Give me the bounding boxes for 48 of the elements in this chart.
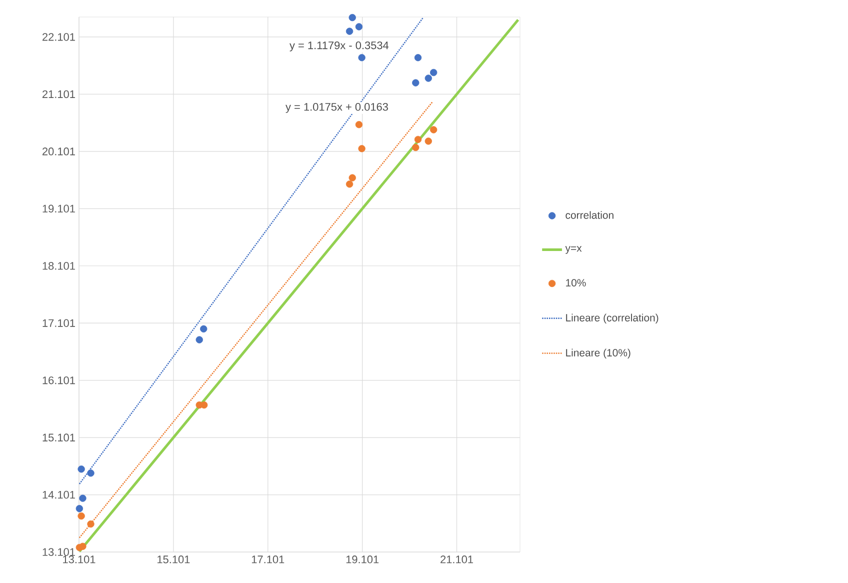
point <box>414 136 422 144</box>
y-tick-label: 19.101 <box>42 204 75 213</box>
point <box>355 23 363 30</box>
x-tick-label: 19.101 <box>346 556 379 564</box>
point <box>430 126 438 134</box>
point <box>200 401 208 409</box>
y-tick-label: 16.101 <box>42 376 75 384</box>
legend-label: 10% <box>566 279 586 286</box>
y-tick-label: 14.101 <box>42 490 75 499</box>
legend-label: Lineare (10%) <box>566 348 630 358</box>
point <box>424 74 432 82</box>
legend-label: Lineare (correlation) <box>566 314 658 324</box>
x-tick-label: 13.101 <box>63 556 96 564</box>
y-tick-label: 22.101 <box>42 33 75 41</box>
point <box>412 79 420 86</box>
x-tick-label: 21.101 <box>440 556 473 564</box>
point <box>79 542 86 550</box>
point <box>200 325 208 332</box>
legend-label: correlation <box>566 211 614 219</box>
x-tick-label: 17.101 <box>252 556 284 564</box>
annotation: y = 1.1179x - 0.3534 <box>290 41 389 52</box>
y-tick-label: 21.101 <box>42 90 75 98</box>
point <box>87 520 94 528</box>
point <box>346 180 354 188</box>
point <box>79 494 86 502</box>
annotation: y = 1.0175x + 0.0163 <box>286 102 388 113</box>
point <box>424 138 432 145</box>
y-tick-label: 13.101 <box>42 548 75 556</box>
point <box>87 470 94 477</box>
point <box>348 14 356 22</box>
point <box>412 144 420 152</box>
point <box>358 54 366 62</box>
y-tick-label: 17.101 <box>42 319 75 327</box>
point <box>78 512 85 520</box>
x-tick-label: 15.101 <box>158 556 190 564</box>
point <box>430 68 438 76</box>
legend-label: y=x <box>565 246 582 254</box>
point <box>358 145 366 152</box>
point <box>414 54 422 62</box>
point <box>355 120 363 128</box>
point <box>348 174 356 182</box>
point <box>76 504 84 512</box>
point <box>78 465 85 473</box>
point <box>196 336 203 344</box>
y-tick-label: 18.101 <box>42 262 75 270</box>
point <box>346 28 354 35</box>
y-tick-label: 15.101 <box>42 434 75 442</box>
y-tick-label: 20.101 <box>42 148 75 156</box>
